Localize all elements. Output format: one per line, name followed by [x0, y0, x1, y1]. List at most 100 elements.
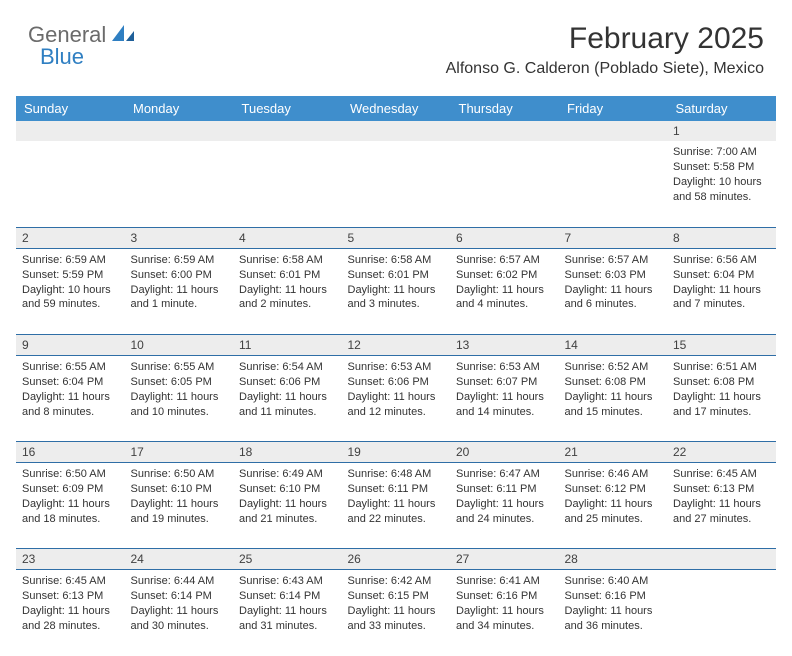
sunset-text: Sunset: 6:06 PM: [239, 375, 336, 390]
sunset-text: Sunset: 6:13 PM: [22, 589, 119, 604]
day-number: [342, 121, 451, 141]
sunset-text: Sunset: 6:00 PM: [131, 268, 228, 283]
sunrise-text: Sunrise: 6:43 AM: [239, 574, 336, 589]
sunrise-text: Sunrise: 6:45 AM: [673, 467, 770, 482]
month-title: February 2025: [446, 22, 764, 56]
sunrise-text: Sunrise: 6:53 AM: [348, 360, 445, 375]
sunset-text: Sunset: 6:12 PM: [565, 482, 662, 497]
day2-text: and 7 minutes.: [673, 297, 770, 312]
sunrise-text: Sunrise: 6:54 AM: [239, 360, 336, 375]
day-header: Friday: [559, 96, 668, 121]
sunrise-text: Sunrise: 6:57 AM: [456, 253, 553, 268]
day-cell: Sunrise: 6:47 AMSunset: 6:11 PMDaylight:…: [450, 463, 559, 549]
day-number: [450, 121, 559, 141]
day-content-row: Sunrise: 6:45 AMSunset: 6:13 PMDaylight:…: [16, 570, 776, 656]
day2-text: and 11 minutes.: [239, 405, 336, 420]
day-number-row: 16171819202122: [16, 442, 776, 463]
day-cell: Sunrise: 6:58 AMSunset: 6:01 PMDaylight:…: [342, 248, 451, 334]
sunrise-text: Sunrise: 6:58 AM: [348, 253, 445, 268]
day2-text: and 24 minutes.: [456, 512, 553, 527]
day2-text: and 17 minutes.: [673, 405, 770, 420]
day1-text: Daylight: 11 hours: [673, 390, 770, 405]
day1-text: Daylight: 11 hours: [348, 283, 445, 298]
sunset-text: Sunset: 6:15 PM: [348, 589, 445, 604]
day-cell: Sunrise: 6:49 AMSunset: 6:10 PMDaylight:…: [233, 463, 342, 549]
sunset-text: Sunset: 6:07 PM: [456, 375, 553, 390]
calendar-table: Sunday Monday Tuesday Wednesday Thursday…: [16, 96, 776, 656]
day-number: 11: [233, 334, 342, 355]
brand-word-2: Blue: [40, 44, 84, 70]
day-cell: Sunrise: 6:55 AMSunset: 6:05 PMDaylight:…: [125, 356, 234, 442]
day-number: 10: [125, 334, 234, 355]
day-number: 26: [342, 549, 451, 570]
day-cell: Sunrise: 6:40 AMSunset: 6:16 PMDaylight:…: [559, 570, 668, 656]
sunrise-text: Sunrise: 6:47 AM: [456, 467, 553, 482]
day-cell: Sunrise: 6:50 AMSunset: 6:10 PMDaylight:…: [125, 463, 234, 549]
sunset-text: Sunset: 6:06 PM: [348, 375, 445, 390]
sunrise-text: Sunrise: 6:50 AM: [131, 467, 228, 482]
day-number: 23: [16, 549, 125, 570]
day2-text: and 15 minutes.: [565, 405, 662, 420]
day-number: 14: [559, 334, 668, 355]
sunset-text: Sunset: 6:01 PM: [348, 268, 445, 283]
day-cell: Sunrise: 6:54 AMSunset: 6:06 PMDaylight:…: [233, 356, 342, 442]
day1-text: Daylight: 11 hours: [673, 497, 770, 512]
day2-text: and 14 minutes.: [456, 405, 553, 420]
day-number: 5: [342, 227, 451, 248]
day1-text: Daylight: 11 hours: [565, 497, 662, 512]
day-number: 6: [450, 227, 559, 248]
day-cell: Sunrise: 6:53 AMSunset: 6:07 PMDaylight:…: [450, 356, 559, 442]
title-block: February 2025 Alfonso G. Calderon (Pobla…: [446, 22, 764, 78]
sunrise-text: Sunrise: 6:52 AM: [565, 360, 662, 375]
day2-text: and 30 minutes.: [131, 619, 228, 634]
day-number: 17: [125, 442, 234, 463]
sunrise-text: Sunrise: 6:40 AM: [565, 574, 662, 589]
day-content-row: Sunrise: 6:59 AMSunset: 5:59 PMDaylight:…: [16, 248, 776, 334]
day2-text: and 31 minutes.: [239, 619, 336, 634]
day-cell: Sunrise: 6:45 AMSunset: 6:13 PMDaylight:…: [16, 570, 125, 656]
day-number: 21: [559, 442, 668, 463]
day-number-row: 2345678: [16, 227, 776, 248]
sunrise-text: Sunrise: 6:56 AM: [673, 253, 770, 268]
sunrise-text: Sunrise: 6:55 AM: [22, 360, 119, 375]
day-cell: Sunrise: 6:45 AMSunset: 6:13 PMDaylight:…: [667, 463, 776, 549]
day1-text: Daylight: 11 hours: [131, 497, 228, 512]
day-number: 28: [559, 549, 668, 570]
sunrise-text: Sunrise: 6:55 AM: [131, 360, 228, 375]
sunset-text: Sunset: 6:08 PM: [565, 375, 662, 390]
sunset-text: Sunset: 6:01 PM: [239, 268, 336, 283]
day-cell: Sunrise: 6:57 AMSunset: 6:02 PMDaylight:…: [450, 248, 559, 334]
day-number: 1: [667, 121, 776, 141]
sunrise-text: Sunrise: 6:49 AM: [239, 467, 336, 482]
day-number: [559, 121, 668, 141]
day-number: 24: [125, 549, 234, 570]
sunset-text: Sunset: 6:16 PM: [456, 589, 553, 604]
day-number: 3: [125, 227, 234, 248]
day-cell: Sunrise: 6:57 AMSunset: 6:03 PMDaylight:…: [559, 248, 668, 334]
sunset-text: Sunset: 6:14 PM: [131, 589, 228, 604]
day-header: Sunday: [16, 96, 125, 121]
sunrise-text: Sunrise: 6:50 AM: [22, 467, 119, 482]
day-cell: [342, 141, 451, 227]
day-cell: [16, 141, 125, 227]
day2-text: and 58 minutes.: [673, 190, 770, 205]
day-number: [233, 121, 342, 141]
day-cell: Sunrise: 6:56 AMSunset: 6:04 PMDaylight:…: [667, 248, 776, 334]
day-header-row: Sunday Monday Tuesday Wednesday Thursday…: [16, 96, 776, 121]
day2-text: and 19 minutes.: [131, 512, 228, 527]
day-number: 2: [16, 227, 125, 248]
day-cell: Sunrise: 7:00 AMSunset: 5:58 PMDaylight:…: [667, 141, 776, 227]
sunset-text: Sunset: 6:04 PM: [22, 375, 119, 390]
day2-text: and 8 minutes.: [22, 405, 119, 420]
day-cell: [667, 570, 776, 656]
day2-text: and 27 minutes.: [673, 512, 770, 527]
day1-text: Daylight: 11 hours: [239, 497, 336, 512]
sunset-text: Sunset: 6:13 PM: [673, 482, 770, 497]
sunrise-text: Sunrise: 6:45 AM: [22, 574, 119, 589]
day-number-row: 9101112131415: [16, 334, 776, 355]
day2-text: and 1 minute.: [131, 297, 228, 312]
sunrise-text: Sunrise: 6:44 AM: [131, 574, 228, 589]
day2-text: and 21 minutes.: [239, 512, 336, 527]
location-subtitle: Alfonso G. Calderon (Poblado Siete), Mex…: [446, 60, 764, 78]
sunset-text: Sunset: 6:03 PM: [565, 268, 662, 283]
